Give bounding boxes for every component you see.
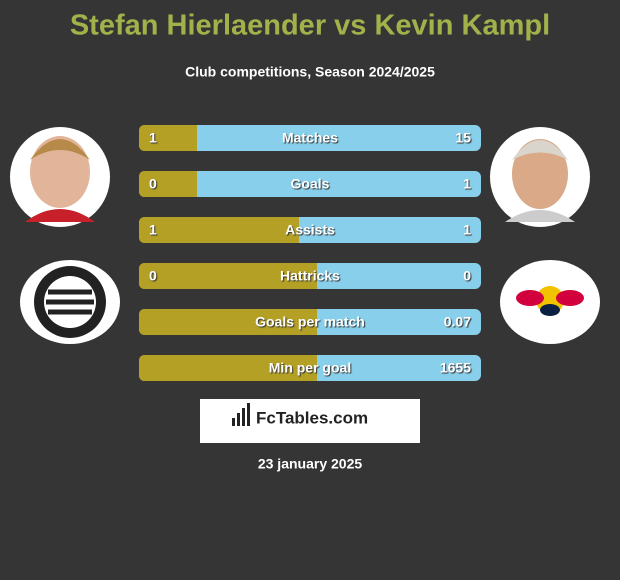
date: 23 january 2025 [258,456,363,472]
bar-track [139,125,481,151]
right-value: 15 [455,130,471,146]
stat-label: Goals [291,176,330,192]
left-value: 0 [149,268,157,284]
bar-left [139,263,317,289]
stat-label: Matches [282,130,338,146]
bar-left [139,217,299,243]
left-value: 1 [149,222,157,238]
left-value: 0 [149,176,157,192]
right-value: 0 [463,268,471,284]
subtitle: Club competitions, Season 2024/2025 [185,64,435,80]
player-right-photo [490,127,590,227]
club-left-logo [20,260,120,344]
brand-icon [232,403,250,426]
right-value: 0.07 [444,314,471,330]
stat-label: Goals per match [255,314,365,330]
stat-label: Assists [285,222,335,238]
bar-left [139,309,317,335]
right-value: 1 [463,222,471,238]
brand-text: FcTables.com [256,408,368,427]
title: Stefan Hierlaender vs Kevin Kampl [70,10,550,42]
right-value: 1 [463,176,471,192]
bar-left [139,355,317,381]
stat-rows: Matches 1 15 Goals 0 1 Assists 1 1 Hattricks 0 0 Goa… [139,125,481,381]
stat-label: Hattricks [280,268,340,284]
stat-label: Min per goal [269,360,351,376]
left-value: 1 [149,130,157,146]
bar-left [139,125,197,151]
bar-left [139,171,197,197]
player-left-photo [10,127,110,227]
club-right-logo [500,260,600,344]
bar-track [139,171,481,197]
right-value: 1655 [440,360,471,376]
brand-box [200,399,420,443]
